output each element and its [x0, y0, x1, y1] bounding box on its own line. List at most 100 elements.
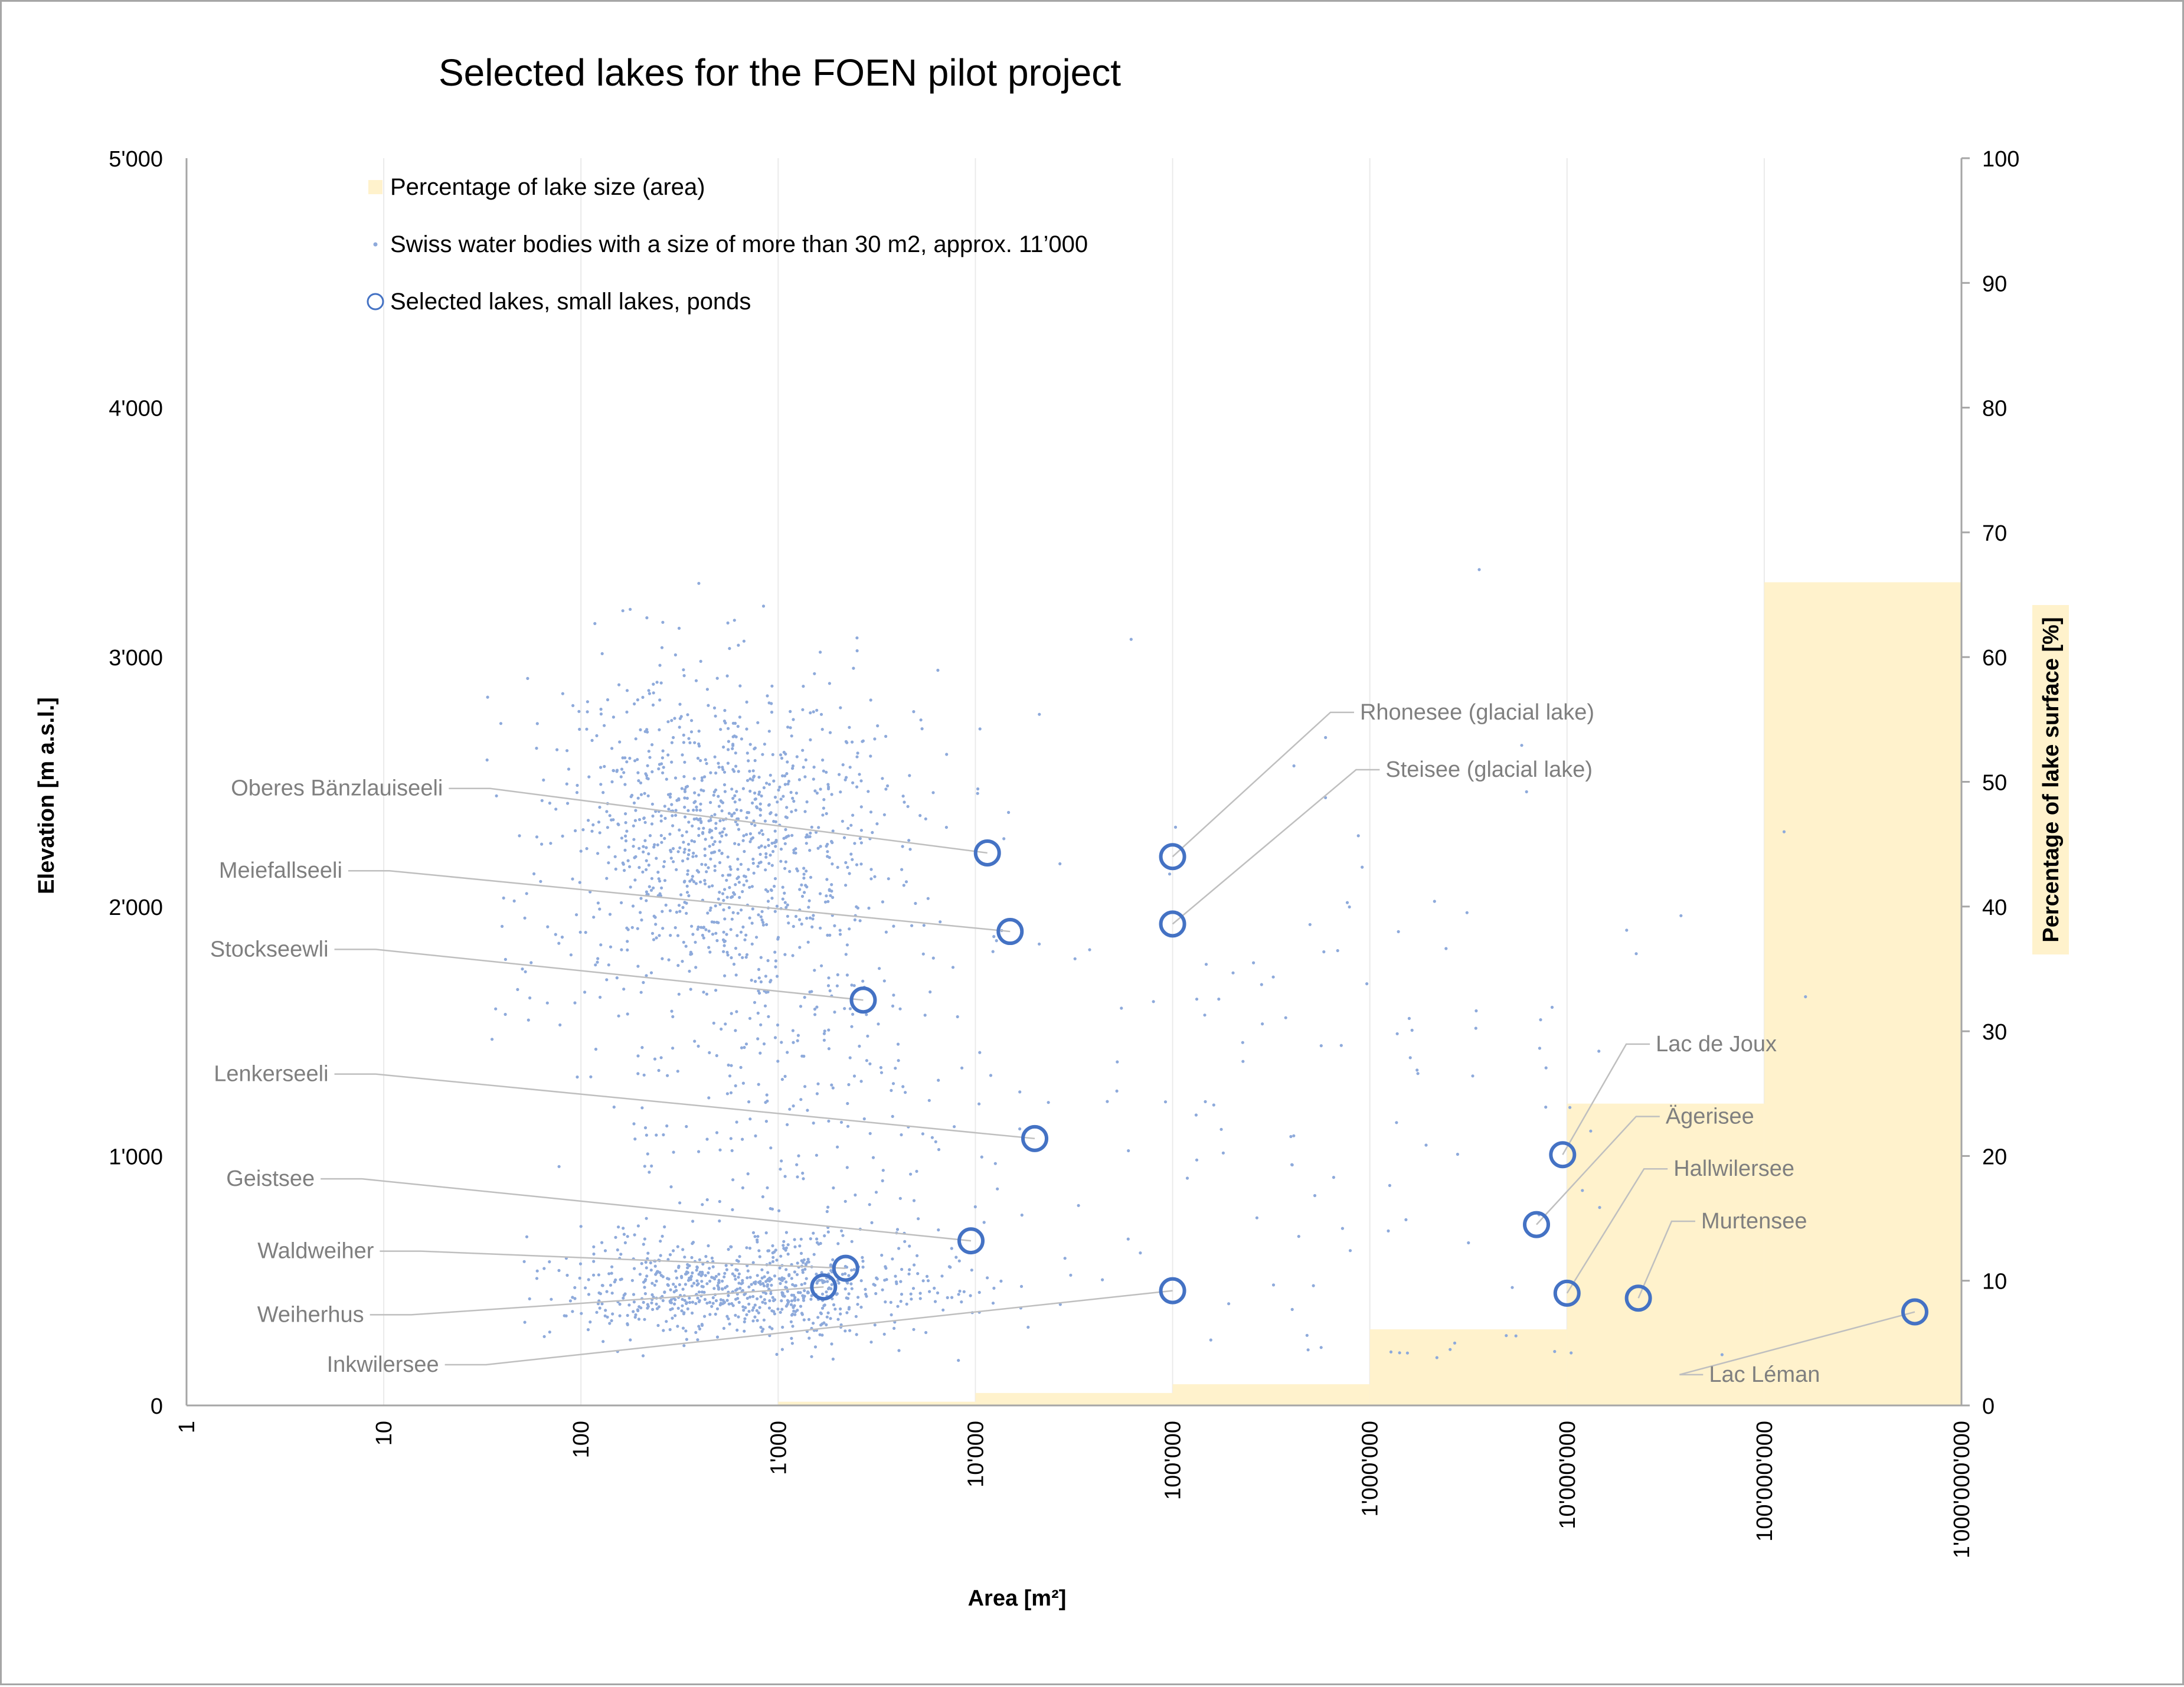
legend: Percentage of lake size (area)Swiss wate… [367, 174, 1088, 315]
y-axis-title: Elevation [m a.s.l.] [34, 697, 59, 894]
water-body-dot [1782, 830, 1786, 833]
water-body-dot [924, 817, 927, 820]
water-body-dot [736, 857, 740, 861]
water-body-dot [933, 1286, 936, 1290]
water-body-dot [697, 742, 701, 746]
water-body-dot [842, 836, 846, 839]
water-body-dot [736, 1297, 740, 1300]
water-body-dot [699, 820, 703, 823]
water-body-dot [823, 1280, 826, 1284]
water-body-dot [801, 708, 805, 711]
water-body-dot [737, 881, 741, 884]
water-body-dot [864, 1287, 867, 1291]
water-body-dot [656, 843, 659, 846]
water-body-dot [759, 915, 763, 918]
water-body-dot [687, 737, 691, 740]
water-body-dot [696, 757, 700, 760]
water-body-dot [700, 862, 704, 866]
water-body-dot [555, 748, 559, 751]
water-body-dot [903, 1240, 907, 1243]
water-body-dot [827, 1119, 831, 1123]
water-body-dot [865, 1294, 868, 1298]
water-body-dot [875, 1277, 879, 1281]
water-body-dot [725, 895, 729, 899]
water-body-dot [802, 1258, 806, 1261]
water-body-dot [737, 1272, 741, 1276]
water-body-dot [574, 829, 577, 832]
water-body-dot [764, 868, 767, 872]
water-body-dot [901, 1085, 905, 1088]
water-body-dot [859, 1305, 863, 1309]
water-body-dot [657, 877, 661, 881]
water-body-dot [682, 851, 686, 854]
water-body-dot [825, 1323, 828, 1326]
water-body-dot [568, 1299, 573, 1303]
water-body-dot [748, 1276, 752, 1279]
water-body-dot [923, 1013, 927, 1017]
water-body-dot [773, 796, 777, 799]
water-body-dot [738, 798, 741, 802]
water-body-dot [746, 779, 750, 782]
water-body-dot [737, 843, 741, 846]
water-body-dot [698, 1258, 701, 1261]
water-body-dot [859, 841, 863, 845]
water-body-dot [803, 1267, 807, 1271]
water-body-dot [763, 845, 767, 849]
water-body-dot [632, 838, 636, 841]
water-body-dot [1720, 1353, 1724, 1356]
water-body-dot [608, 913, 612, 916]
water-body-dot [918, 814, 922, 818]
water-body-dot [698, 1299, 701, 1302]
water-body-dot [715, 1335, 720, 1339]
water-body-dot [801, 1268, 805, 1272]
water-body-dot [645, 616, 649, 620]
water-body-dot [1471, 1074, 1474, 1078]
water-body-dot [835, 984, 839, 988]
water-body-dot [599, 707, 603, 711]
water-body-dot [820, 728, 824, 731]
water-body-dot [678, 702, 682, 706]
water-body-dot [831, 1258, 835, 1261]
water-body-dot [855, 755, 859, 759]
water-body-dot [653, 1264, 657, 1268]
water-body-dot [617, 823, 620, 826]
water-body-dot [854, 1315, 858, 1318]
water-body-dot [735, 877, 739, 880]
water-body-dot [779, 753, 783, 757]
water-body-dot [607, 861, 610, 865]
water-body-dot [793, 1245, 797, 1248]
water-body-dot [799, 1005, 803, 1008]
water-body-dot [690, 924, 694, 928]
water-body-dot [639, 728, 642, 731]
water-body-dot [751, 1294, 755, 1299]
percentage-bar [975, 1392, 1173, 1405]
water-body-dot [603, 1249, 607, 1253]
water-body-dot [571, 1310, 574, 1313]
water-body-dot [610, 1292, 614, 1295]
water-body-dot [787, 780, 790, 783]
selected-lake-marker [1549, 1141, 1577, 1169]
water-body-dot [761, 1281, 765, 1286]
water-body-dot [714, 989, 718, 992]
water-body-dot [756, 1037, 760, 1041]
water-body-dot [616, 1248, 619, 1252]
water-body-dot [769, 979, 773, 982]
water-body-dot [861, 1256, 864, 1259]
water-body-dot [946, 1296, 949, 1299]
water-body-dot [734, 1084, 737, 1088]
water-body-dot [633, 1137, 637, 1141]
water-body-dot [661, 1234, 664, 1238]
water-body-dot [642, 980, 645, 985]
water-body-dot [625, 689, 629, 692]
water-body-dot [856, 1296, 860, 1299]
water-body-dot [677, 626, 681, 630]
water-body-dot [873, 1283, 877, 1287]
water-body-dot [672, 735, 675, 740]
water-body-dot [950, 1247, 953, 1250]
water-body-dot [761, 753, 764, 756]
water-body-dot [768, 1325, 771, 1329]
water-body-dot [683, 880, 686, 883]
water-body-dot [721, 801, 725, 805]
water-body-dot [803, 1289, 806, 1293]
water-body-dot [703, 879, 707, 882]
